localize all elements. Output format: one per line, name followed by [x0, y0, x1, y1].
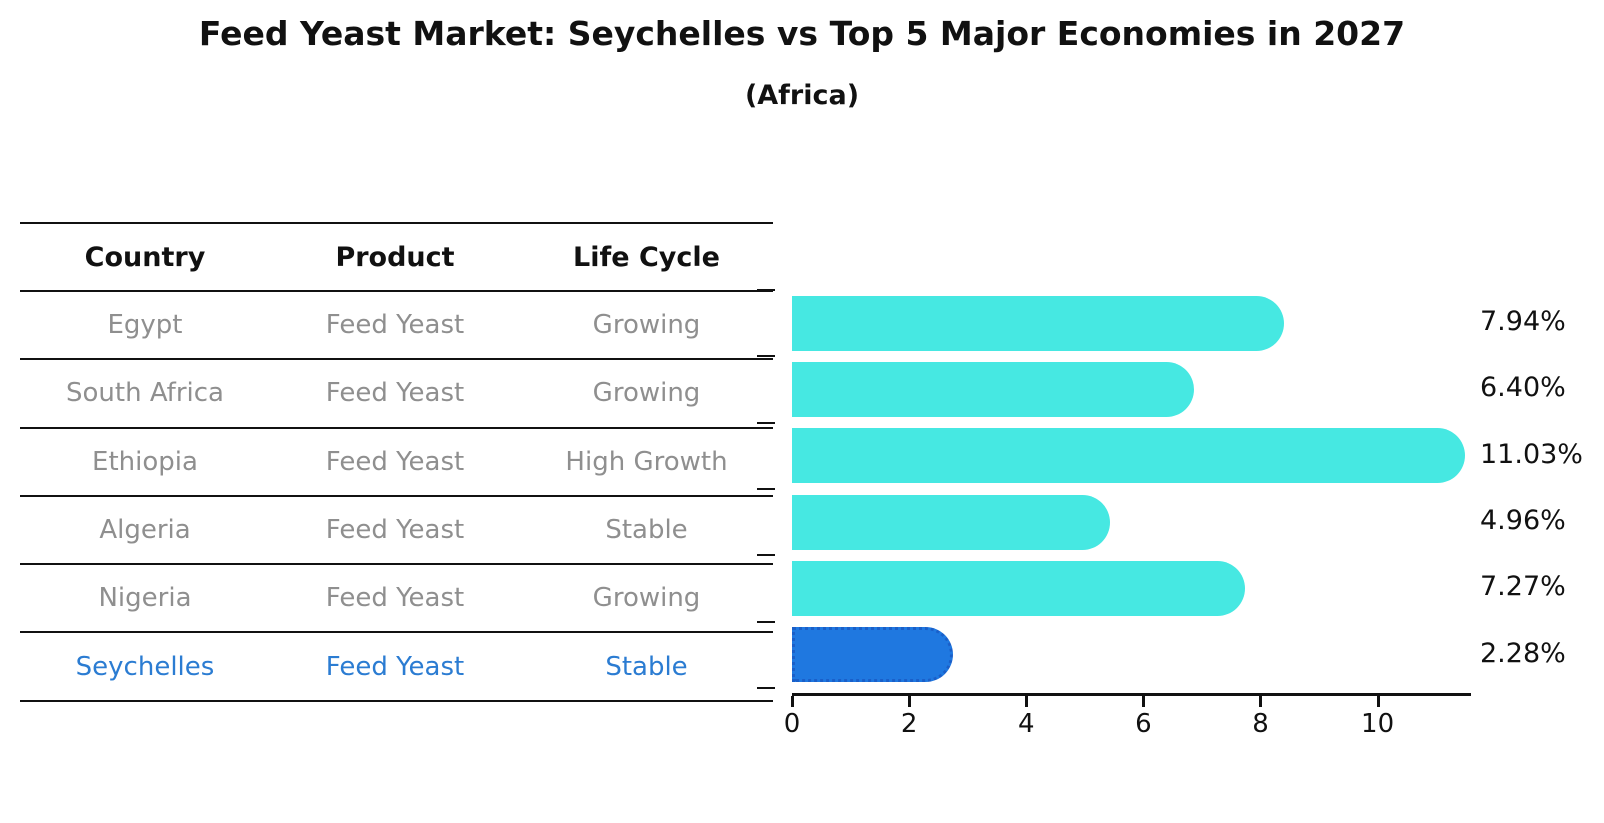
value-label: 7.27%: [1480, 571, 1566, 603]
table-row: Seychelles Feed Yeast Stable: [20, 633, 773, 702]
table-row: Ethiopia Feed Yeast High Growth: [20, 429, 773, 497]
country-cell: Algeria: [99, 515, 191, 546]
value-label: 11.03%: [1480, 438, 1583, 470]
y-axis-tick: [757, 289, 775, 291]
y-axis-tick: [757, 421, 775, 424]
bar-egypt: [792, 295, 1285, 351]
product-cell: Feed Yeast: [325, 583, 465, 614]
table-row: Nigeria Feed Yeast Growing: [20, 565, 773, 634]
x-axis-tick: [1376, 696, 1380, 707]
product-cell: Feed Yeast: [325, 651, 465, 682]
value-label: 2.28%: [1480, 637, 1566, 669]
header-country: Country: [84, 241, 206, 273]
x-axis-tick: [1142, 696, 1146, 707]
country-cell: Egypt: [107, 310, 183, 341]
chart-subtitle: (Africa): [744, 80, 860, 111]
x-axis-tick: [791, 696, 794, 707]
bar-south-africa: [792, 361, 1195, 417]
table-row: Egypt Feed Yeast Growing: [20, 292, 773, 361]
life-cycle-cell: High Growth: [565, 446, 728, 477]
life-cycle-cell: Stable: [605, 651, 688, 682]
table-header-row: Country Product Life Cycle: [20, 224, 773, 292]
x-axis-tick-label: 0: [783, 709, 801, 739]
x-axis-tick-label: 8: [1252, 709, 1269, 739]
country-cell: Nigeria: [98, 583, 192, 614]
y-axis-tick: [757, 487, 775, 490]
value-label: 4.96%: [1480, 505, 1566, 537]
table-row: Algeria Feed Yeast Stable: [20, 497, 773, 566]
product-cell: Feed Yeast: [325, 378, 465, 409]
y-axis-tick: [757, 355, 775, 358]
x-axis-tick: [1025, 696, 1029, 707]
life-cycle-cell: Growing: [592, 378, 701, 409]
life-cycle-cell: Stable: [605, 515, 688, 546]
country-cell: South Africa: [66, 378, 224, 409]
x-axis-tick-label: 10: [1361, 709, 1395, 739]
x-axis-tick: [1259, 696, 1263, 707]
country-cell: Seychelles: [75, 651, 215, 682]
table-body: Egypt Feed Yeast Growing South Africa Feed Y…: [20, 292, 773, 702]
life-cycle-cell: Growing: [592, 310, 701, 341]
country-cell: Ethiopia: [92, 446, 198, 477]
y-axis-tick: [757, 686, 775, 689]
bar-algeria: [792, 494, 1110, 550]
life-cycle-cell: Growing: [592, 583, 701, 614]
y-axis-tick: [757, 554, 775, 557]
header-product: Product: [335, 241, 455, 273]
chart-title: Feed Yeast Market: Seychelles vs Top 5 M…: [198, 14, 1406, 53]
bar-nigeria: [792, 560, 1246, 616]
value-label: 6.40%: [1480, 372, 1566, 404]
table-row: South Africa Feed Yeast Growing: [20, 360, 773, 429]
value-label: 7.94%: [1480, 306, 1566, 338]
x-axis-tick-label: 2: [900, 709, 918, 739]
bar-ethiopia: [792, 428, 1466, 484]
x-axis-tick-label: 6: [1135, 709, 1152, 739]
product-cell: Feed Yeast: [325, 446, 465, 477]
y-axis-tick: [757, 620, 775, 623]
header-life-cycle: Life Cycle: [573, 241, 720, 273]
x-axis-line: [792, 693, 1471, 696]
product-cell: Feed Yeast: [325, 515, 465, 546]
comparison-table: Country Product Life Cycle Egypt Feed Yea…: [20, 222, 773, 702]
product-cell: Feed Yeast: [325, 310, 465, 341]
x-axis-tick-label: 4: [1017, 709, 1035, 739]
bar-seychelles: [792, 627, 954, 683]
x-axis-tick: [908, 696, 912, 707]
